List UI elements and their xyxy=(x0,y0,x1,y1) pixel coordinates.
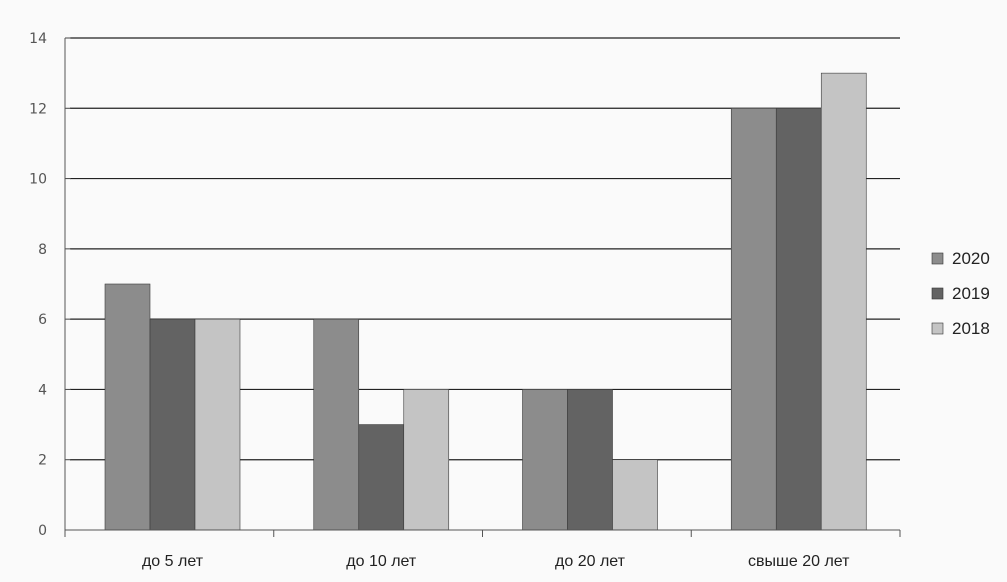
x-tick-label: до 10 лет xyxy=(346,553,417,570)
bar-2020-0 xyxy=(104,283,151,531)
y-tick-label: 6 xyxy=(38,312,47,328)
y-axis: 0 2 4 6 8 10 12 14 xyxy=(29,31,71,539)
bar-2019-0 xyxy=(149,318,196,531)
x-tick-label: до 20 лет xyxy=(555,553,626,570)
bar-2020-1 xyxy=(313,318,360,531)
y-tick-label: 2 xyxy=(38,453,47,469)
bar-2019-2 xyxy=(567,389,613,531)
legend-label-2020: 2020 xyxy=(952,249,990,268)
legend-label-2018: 2018 xyxy=(952,319,990,338)
bars xyxy=(104,72,867,531)
legend-swatch-2020 xyxy=(931,252,944,265)
x-axis: до 5 лет до 10 лет до 20 лет свыше 20 лет xyxy=(64,529,901,570)
legend-label-2019: 2019 xyxy=(952,284,990,303)
bar-2018-0 xyxy=(194,318,241,531)
legend-swatch-2019 xyxy=(931,287,944,300)
bar-2020-2 xyxy=(522,389,568,531)
bar-2019-1 xyxy=(358,424,405,531)
y-tick-label: 4 xyxy=(38,382,47,398)
y-tick-label: 10 xyxy=(29,172,47,188)
y-tick-label: 14 xyxy=(29,31,47,47)
bar-2019-3 xyxy=(775,107,822,531)
x-tick-label: до 5 лет xyxy=(142,553,204,570)
y-tick-label: 8 xyxy=(38,242,47,258)
y-tick-label: 12 xyxy=(29,101,47,117)
legend-swatch-2018 xyxy=(931,322,944,335)
bar-2018-2 xyxy=(612,459,658,531)
x-tick-label: свыше 20 лет xyxy=(748,553,850,570)
bar-2018-1 xyxy=(403,389,450,531)
bar-2020-3 xyxy=(730,107,777,531)
legend: 2020 2019 2018 xyxy=(931,249,990,338)
y-tick-label: 0 xyxy=(38,523,47,539)
bar-2018-3 xyxy=(820,72,867,531)
